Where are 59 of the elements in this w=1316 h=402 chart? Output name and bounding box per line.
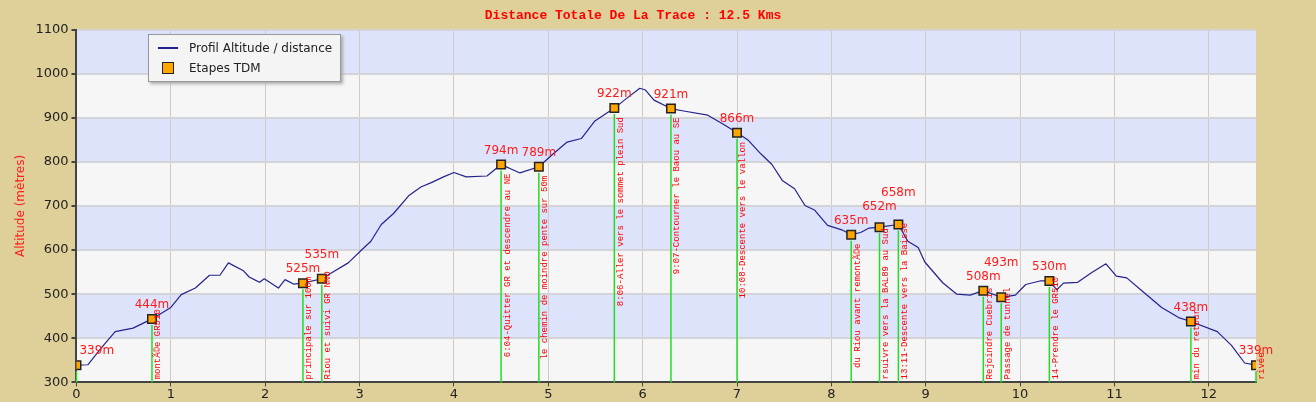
annotation: 13:11-Descente vers la Baisse	[899, 222, 910, 380]
y-tick-label: 700	[43, 197, 69, 213]
x-tick-label: 12	[1200, 385, 1218, 401]
annotation: montÃ©e GR510	[152, 309, 164, 380]
data-label: 493m	[983, 254, 1019, 269]
y-tick-label: 900	[43, 109, 69, 125]
legend-label: Profil Altitude / distance	[189, 41, 333, 55]
x-tick-label: 0	[72, 385, 81, 401]
data-label: 921m	[653, 86, 689, 101]
annotation: 8:06-Aller vers le sommet plein Sud	[615, 117, 626, 307]
data-label: 525m	[285, 261, 321, 276]
data-label: 789m	[521, 144, 557, 159]
annotation: Rejoindre Cuebris	[984, 287, 995, 380]
data-label: 508m	[966, 268, 1001, 283]
data-label: 658m	[881, 184, 916, 199]
data-label: 635m	[833, 212, 869, 227]
y-tick-label: 800	[43, 153, 69, 169]
y-axis-title: Altitude (mètres)	[13, 154, 28, 258]
annotation: Riou et suivi GR NNO	[323, 271, 334, 380]
annotation: 14-Prendre le GR510	[1050, 276, 1061, 380]
point	[533, 161, 544, 172]
x-tick-label: 8	[827, 385, 836, 401]
x-tick-label: 5	[544, 385, 553, 401]
annotation: le chemin de moindre pente sur 50m	[540, 175, 551, 360]
y-tick-label: 600	[43, 241, 69, 257]
x-tick-label: 10	[1011, 385, 1029, 401]
data-label: 922m	[597, 86, 632, 101]
data-label: 652m	[862, 198, 897, 213]
x-tick-label: 7	[732, 385, 742, 401]
annotation: 9:07-Contourner le Baou au SE	[672, 117, 683, 275]
x-tick-label: 3	[355, 385, 364, 401]
annotation: principale sur 100m	[304, 276, 315, 380]
data-label: 794m	[483, 142, 519, 157]
annotation: du Riou avant remontÃ©e	[851, 243, 863, 368]
y-tick-label: 1000	[35, 65, 69, 81]
point	[732, 127, 743, 138]
point	[665, 103, 676, 114]
annotation: rsuivre vers la BAL89 au Sud	[880, 228, 891, 380]
x-tick-label: 9	[921, 385, 930, 401]
point	[609, 103, 620, 114]
y-tick-label: 300	[43, 373, 69, 389]
y-tick-label: 400	[43, 329, 69, 345]
y-tick-label: 500	[43, 285, 69, 301]
annotation: Passage de tunnel	[1002, 287, 1013, 380]
x-tick-label: 11	[1106, 385, 1123, 401]
y-tick-label: 1100	[35, 20, 69, 36]
legend-label: Etapes TDM	[189, 61, 261, 75]
point	[846, 229, 857, 240]
x-tick-label: 1	[166, 385, 175, 401]
x-tick-label: 2	[261, 385, 270, 401]
annotation: 6:04-Quitter GR et descendre au NE	[502, 173, 513, 358]
annotation: 10:08-Descente vers le vallon	[738, 141, 749, 299]
data-label: 530m	[1032, 259, 1067, 274]
point	[496, 159, 507, 170]
chart-title: Distance Totale De La Trace : 12.5 Kms	[484, 8, 782, 24]
x-tick-label: 6	[638, 385, 647, 401]
data-label: 866m	[719, 110, 755, 125]
data-label: 535m	[304, 247, 340, 262]
x-tick-label: 4	[449, 385, 459, 401]
